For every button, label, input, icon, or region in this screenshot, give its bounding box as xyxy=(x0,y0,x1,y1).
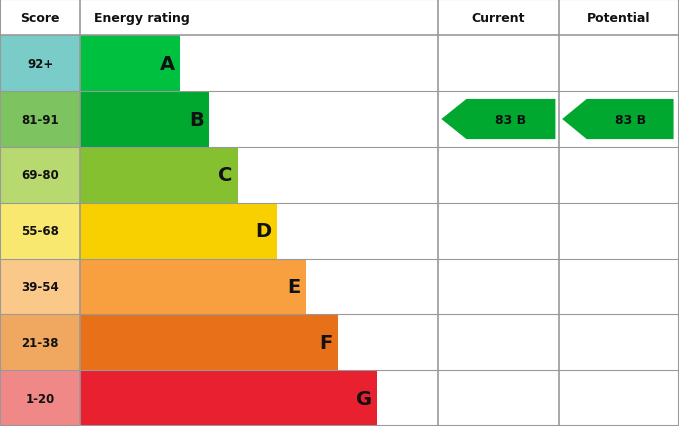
Polygon shape xyxy=(562,100,674,140)
Text: G: G xyxy=(356,389,371,408)
Bar xyxy=(80,370,377,426)
Bar xyxy=(0,92,80,147)
Text: A: A xyxy=(160,55,175,74)
Bar xyxy=(80,259,306,315)
Text: D: D xyxy=(255,222,272,241)
Bar xyxy=(0,315,80,370)
Bar xyxy=(80,147,238,203)
Bar xyxy=(0,36,80,92)
Text: 69-80: 69-80 xyxy=(21,169,59,182)
Text: 81-91: 81-91 xyxy=(21,113,59,126)
Text: F: F xyxy=(319,333,332,352)
Text: 83 B: 83 B xyxy=(614,113,646,126)
Bar xyxy=(0,203,80,259)
Text: 39-54: 39-54 xyxy=(21,280,59,293)
Text: Potential: Potential xyxy=(587,12,650,25)
Text: Score: Score xyxy=(20,12,60,25)
Text: Current: Current xyxy=(472,12,525,25)
Bar xyxy=(80,36,181,92)
Bar xyxy=(80,203,277,259)
Text: 92+: 92+ xyxy=(27,58,53,71)
Bar xyxy=(0,259,80,315)
Bar xyxy=(0,147,80,203)
Bar xyxy=(0,370,80,426)
Text: C: C xyxy=(218,166,232,185)
Bar xyxy=(80,92,209,147)
Text: 1-20: 1-20 xyxy=(25,391,55,405)
Text: B: B xyxy=(189,110,204,129)
Text: 55-68: 55-68 xyxy=(21,225,59,238)
Text: 83 B: 83 B xyxy=(496,113,526,126)
Text: Energy rating: Energy rating xyxy=(94,12,189,25)
Text: E: E xyxy=(287,277,300,296)
Bar xyxy=(80,315,337,370)
Text: 21-38: 21-38 xyxy=(21,336,59,349)
Polygon shape xyxy=(441,100,555,140)
